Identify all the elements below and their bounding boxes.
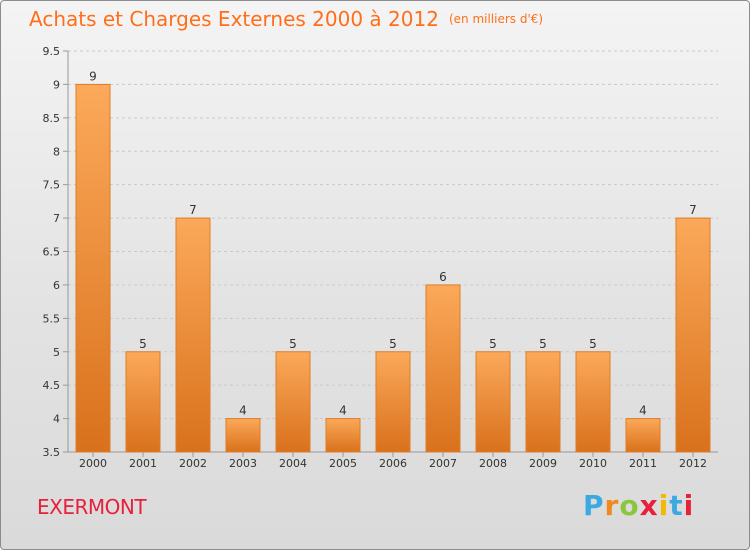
bar <box>375 351 411 453</box>
bar <box>325 418 361 453</box>
data-label: 4 <box>639 404 647 418</box>
data-label: 7 <box>189 203 197 217</box>
x-tick-label: 2009 <box>529 457 557 470</box>
x-tick-label: 2002 <box>179 457 207 470</box>
logo-letter: x <box>639 489 659 522</box>
proxiti-logo[interactable]: Proxiti <box>583 489 694 522</box>
y-tick-label: 5.5 <box>43 312 61 325</box>
bar <box>625 418 661 453</box>
logo-letter: t <box>669 489 684 522</box>
bar <box>275 351 311 453</box>
x-tick-label: 2007 <box>429 457 457 470</box>
data-label: 4 <box>239 404 247 418</box>
x-tick-label: 2000 <box>79 457 107 470</box>
data-label: 4 <box>339 404 347 418</box>
commune-name: EXERMONT <box>37 495 147 519</box>
chart-title-text: Achats et Charges Externes 2000 à 2012 <box>29 7 439 31</box>
y-tick-label: 4 <box>53 413 60 426</box>
x-tick-label: 2001 <box>129 457 157 470</box>
bar <box>525 351 561 453</box>
data-label: 5 <box>489 337 497 351</box>
logo-letter: i <box>683 489 695 522</box>
y-tick-label: 4.5 <box>43 379 61 392</box>
x-tick-label: 2003 <box>229 457 257 470</box>
data-label: 5 <box>539 337 547 351</box>
y-tick-label: 5 <box>53 346 60 359</box>
x-tick-label: 2004 <box>279 457 307 470</box>
logo-letter: P <box>583 489 605 522</box>
bar <box>475 351 511 453</box>
x-tick-label: 2008 <box>479 457 507 470</box>
y-tick-label: 9.5 <box>43 45 61 58</box>
bar <box>125 351 161 453</box>
x-tick-label: 2010 <box>579 457 607 470</box>
y-tick-label: 3.5 <box>43 446 61 459</box>
bar <box>575 351 611 453</box>
x-tick-label: 2005 <box>329 457 357 470</box>
data-label: 6 <box>439 270 447 284</box>
data-label: 7 <box>689 203 697 217</box>
data-label: 9 <box>89 69 97 83</box>
y-tick-label: 8.5 <box>43 112 61 125</box>
data-label: 5 <box>589 337 597 351</box>
bar <box>75 83 111 453</box>
logo-letter: i <box>658 489 670 522</box>
chart-units: (en milliers d'€) <box>448 12 544 26</box>
bar <box>675 217 711 453</box>
x-tick-label: 2006 <box>379 457 407 470</box>
x-tick-label: 2012 <box>679 457 707 470</box>
logo-letter: o <box>619 489 640 522</box>
chart-title: Achats et Charges Externes 2000 à 2012 (e… <box>29 7 543 31</box>
y-tick-label: 9 <box>53 78 60 91</box>
y-tick-label: 7 <box>53 212 60 225</box>
y-tick-label: 6.5 <box>43 246 61 259</box>
bar <box>425 284 461 453</box>
data-label: 5 <box>389 337 397 351</box>
bar <box>175 217 211 453</box>
bar <box>225 418 261 453</box>
y-tick-label: 6 <box>53 279 60 292</box>
y-tick-label: 8 <box>53 145 60 158</box>
x-tick-label: 2011 <box>629 457 657 470</box>
logo-letter: r <box>604 489 620 522</box>
y-tick-label: 7.5 <box>43 179 61 192</box>
data-label: 5 <box>289 337 297 351</box>
data-label: 5 <box>139 337 147 351</box>
